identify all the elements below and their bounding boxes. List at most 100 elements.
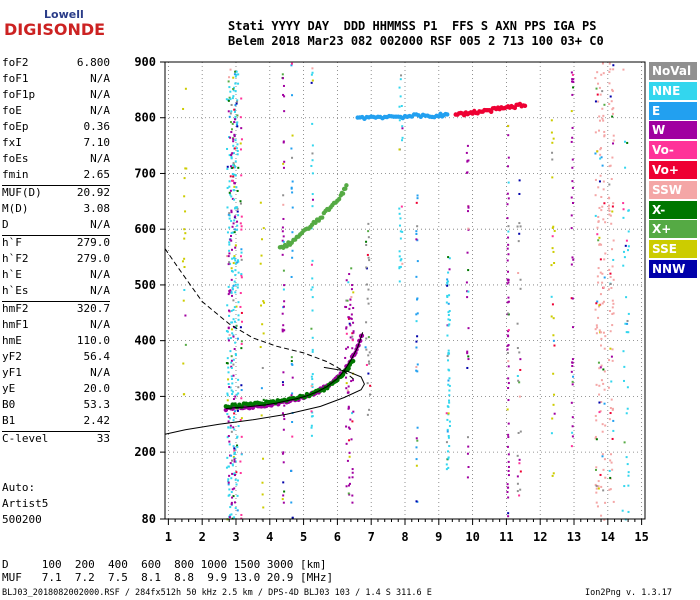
echo-dot bbox=[350, 317, 353, 320]
echo-dot bbox=[550, 264, 553, 267]
echo-dot bbox=[230, 491, 233, 494]
echo-dot bbox=[367, 360, 370, 363]
echo-dot bbox=[604, 221, 607, 224]
echo-dot bbox=[365, 348, 368, 351]
echo-dot bbox=[600, 156, 603, 159]
param-label: foEp bbox=[2, 120, 29, 133]
echo-dot bbox=[183, 228, 186, 231]
echo-dot bbox=[602, 300, 605, 303]
echo-dot bbox=[282, 166, 285, 169]
echo-dot bbox=[446, 295, 449, 298]
echo-dot bbox=[507, 329, 510, 332]
echo-dot bbox=[240, 311, 243, 314]
echo-dot bbox=[507, 453, 510, 456]
echo-dot bbox=[467, 327, 470, 330]
echo-dot bbox=[551, 417, 554, 420]
echo-dot bbox=[230, 430, 233, 433]
echo-dot bbox=[352, 379, 355, 382]
param-value: 56.4 bbox=[83, 350, 111, 363]
echo-dot bbox=[233, 108, 236, 111]
param-row: foEp 0.36 bbox=[2, 120, 110, 136]
echo-dot bbox=[239, 142, 242, 145]
echo-dot bbox=[602, 180, 605, 183]
echo-dot bbox=[416, 312, 419, 315]
echo-dot bbox=[398, 267, 401, 270]
echo-dot bbox=[571, 435, 574, 438]
echo-dot bbox=[466, 144, 469, 147]
trace-point bbox=[445, 112, 450, 117]
echo-dot bbox=[233, 181, 236, 184]
echo-dot bbox=[228, 96, 231, 99]
echo-dot bbox=[232, 363, 235, 366]
echo-dot bbox=[345, 332, 348, 335]
echo-dot bbox=[311, 198, 314, 201]
y-tick-label: 300 bbox=[134, 389, 156, 403]
scaled-parameters-panel: foF2 6.800 foF1 N/A foF1p N/A foE N/A foEp 0.36 fx… bbox=[2, 56, 110, 448]
echo-dot bbox=[571, 425, 574, 428]
echo-dot bbox=[517, 240, 520, 243]
echo-dot bbox=[262, 398, 265, 401]
echo-dot bbox=[446, 294, 449, 297]
echo-dot bbox=[594, 437, 597, 440]
echo-dot bbox=[236, 125, 239, 128]
echo-dot bbox=[232, 164, 235, 167]
param-label: C-level bbox=[2, 432, 49, 445]
echo-dot bbox=[600, 337, 603, 340]
param-row: B1 2.42 bbox=[2, 414, 110, 430]
echo-dot bbox=[226, 330, 229, 333]
echo-dot bbox=[612, 68, 615, 71]
echo-dot bbox=[233, 416, 236, 419]
echo-dot bbox=[236, 99, 239, 102]
y-tick-label: 600 bbox=[134, 222, 156, 236]
echo-dot bbox=[507, 181, 510, 184]
echo-dot bbox=[518, 351, 521, 354]
echo-dot bbox=[235, 206, 238, 209]
echo-dot bbox=[507, 253, 510, 256]
echo-dot bbox=[516, 482, 519, 485]
echo-dot bbox=[622, 216, 625, 219]
echo-dot bbox=[445, 463, 448, 466]
echo-dot bbox=[310, 288, 313, 291]
echo-dot bbox=[236, 228, 239, 231]
echo-dot bbox=[290, 356, 293, 359]
echo-dot bbox=[611, 112, 614, 115]
echo-dot bbox=[600, 344, 603, 347]
echo-dot bbox=[311, 350, 314, 353]
echo-dot bbox=[597, 281, 600, 284]
echo-dot bbox=[551, 235, 554, 238]
echo-dot bbox=[595, 501, 598, 504]
echo-dot bbox=[550, 432, 553, 435]
echo-dot bbox=[233, 348, 236, 351]
echo-dot bbox=[228, 252, 231, 255]
echo-dot bbox=[347, 281, 350, 284]
echo-dot bbox=[231, 286, 234, 289]
echo-dot bbox=[507, 382, 510, 385]
echo-dot bbox=[233, 133, 236, 136]
echo-dot bbox=[507, 469, 510, 472]
echo-dot bbox=[369, 393, 372, 396]
echo-dot bbox=[415, 369, 418, 372]
echo-dot bbox=[551, 151, 554, 154]
echo-dot bbox=[231, 257, 234, 260]
echo-dot bbox=[623, 365, 626, 368]
echo-dot bbox=[234, 262, 237, 265]
echo-dot bbox=[366, 382, 369, 385]
echo-dot bbox=[401, 136, 404, 139]
echo-dot bbox=[367, 256, 370, 259]
echo-dot bbox=[506, 192, 509, 195]
echo-dot bbox=[228, 516, 231, 519]
echo-dot bbox=[282, 415, 285, 418]
echo-dot bbox=[603, 370, 606, 373]
echo-dot bbox=[230, 157, 233, 160]
echo-dot bbox=[625, 331, 628, 334]
echo-dot bbox=[506, 278, 509, 281]
echo-dot bbox=[551, 158, 554, 161]
echo-dot bbox=[290, 469, 293, 472]
legend-item: E bbox=[649, 101, 697, 120]
legend-item: NNE bbox=[649, 81, 697, 100]
echo-dot bbox=[234, 274, 237, 277]
echo-dot bbox=[350, 313, 353, 316]
echo-dot bbox=[603, 134, 606, 137]
auto-version: 500200 bbox=[2, 513, 42, 526]
echo-dot bbox=[291, 180, 294, 183]
